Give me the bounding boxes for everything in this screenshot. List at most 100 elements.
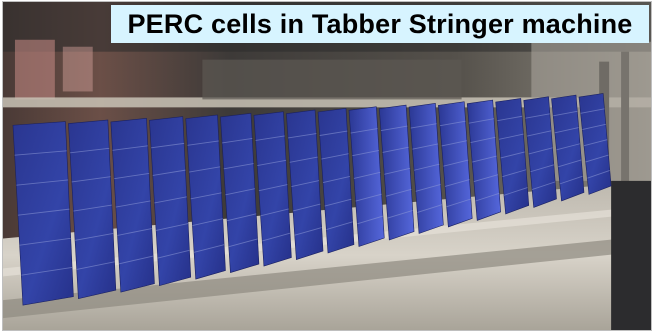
cell-busbar [152,169,186,176]
cell-busbar [580,108,605,114]
cell-busbar [154,196,187,204]
cell-busbar [384,167,411,175]
cell-busbar [192,218,223,227]
cell-busbar [21,267,73,276]
solar-cell [438,101,473,228]
cell-busbar [441,140,467,147]
cell-busbar [228,238,258,248]
cell-busbar [357,215,384,225]
cell-busbar [225,188,256,196]
cell-busbar [156,223,189,231]
cell-busbar [582,123,606,130]
cell-busbar [70,147,110,154]
cell-busbar [531,181,556,191]
cell-busbar [382,146,409,153]
cell-busbar [558,159,582,168]
cell-busbar [470,136,496,144]
cell-busbar [443,159,469,167]
caption-banner: PERC cells in Tabber Stringer machine [111,5,649,43]
cell-busbar [262,232,291,242]
cell-busbar [326,221,353,230]
solar-cell [68,119,117,300]
cell-busbar [189,166,221,173]
cell-busbar [291,180,320,188]
cell-busbar [446,198,472,208]
cell-busbar [473,174,499,182]
cell-busbar [14,150,67,156]
cell-busbar [380,125,408,132]
cell-busbar [257,159,287,166]
cell-busbar [73,204,112,212]
cell-busbar [117,228,152,236]
cell-busbar [115,200,151,208]
cell-busbar [417,204,443,213]
cell-busbar [112,145,148,151]
solar-cell [12,121,74,306]
cell-busbar [503,187,528,196]
cell-busbar [413,163,440,171]
cell-busbar [556,143,581,151]
cell-busbar [322,176,351,183]
cell-busbar [553,110,578,117]
cell-busbar [255,135,285,141]
cell-busbar [227,213,257,222]
cell-busbar [74,232,114,241]
cell-busbar [475,192,500,202]
cell-busbar [321,153,349,160]
cell-busbar [258,184,288,192]
cell-busbar [385,188,412,197]
solar-cell [578,93,612,195]
red-light-glow [14,39,55,100]
cell-busbar [190,192,222,200]
cell-busbar [289,156,318,163]
cell-busbar [439,120,466,127]
cell-busbar [151,142,185,149]
solar-cell [408,103,444,234]
cell-busbar [528,147,553,155]
cell-busbar [587,170,610,179]
cell-busbar [355,193,382,202]
cell-busbar [294,227,322,236]
cell-busbar [119,255,154,265]
cell-busbar [353,171,381,179]
cell-busbar [387,209,413,219]
cell-busbar [187,140,219,146]
solar-cell-row [12,93,612,306]
cell-busbar [468,118,495,124]
cell-busbar [526,130,552,137]
cell-busbar [410,123,437,129]
photo-scene [3,2,651,330]
cell-busbar [193,244,225,253]
cell-busbar [76,261,115,270]
cell-busbar [157,249,190,259]
cell-busbar [260,208,289,217]
cell-busbar [554,127,579,134]
cell-busbar [350,128,378,134]
cell-busbar [585,154,609,163]
cell-busbar [583,139,608,147]
cell-busbar [114,172,150,180]
solar-cell [149,116,192,286]
cell-busbar [530,164,554,173]
cell-busbar [415,184,441,192]
caption-text: PERC cells in Tabber Stringer machine [127,8,633,39]
upper-rail [3,97,651,108]
cell-busbar [497,115,523,122]
cell-busbar [222,138,253,144]
cell-busbar [525,113,550,119]
solar-cell [378,104,415,241]
solar-cell [286,109,324,260]
cell-busbar [292,203,321,212]
cell-busbar [500,151,525,159]
cell-busbar [498,133,524,140]
cell-busbar [412,143,439,150]
cell-busbar [71,176,111,183]
cell-busbar [223,163,254,170]
cell-busbar [502,169,527,178]
cell-busbar [17,208,70,216]
cell-busbar [472,155,497,163]
cell-busbar [319,130,348,136]
cell-busbar [559,175,583,185]
cell-busbar [444,179,470,187]
